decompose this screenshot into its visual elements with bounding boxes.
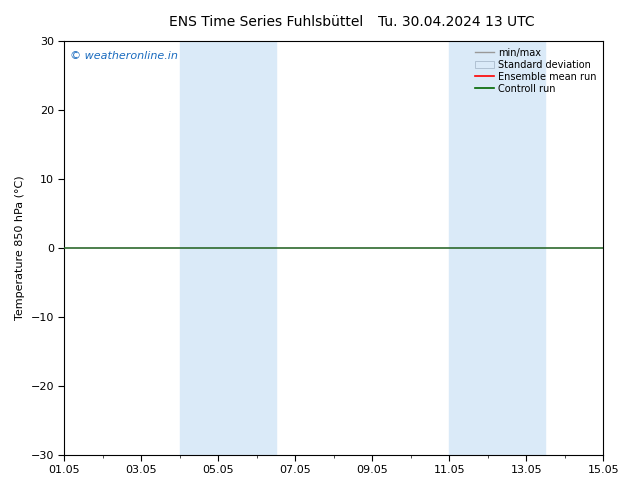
Bar xyxy=(180,41,276,455)
Y-axis label: Temperature 850 hPa (°C): Temperature 850 hPa (°C) xyxy=(15,175,25,320)
Text: © weatheronline.in: © weatheronline.in xyxy=(70,51,178,61)
Text: ENS Time Series Fuhlsbüttel: ENS Time Series Fuhlsbüttel xyxy=(169,15,363,29)
Bar xyxy=(450,41,545,455)
Text: Tu. 30.04.2024 13 UTC: Tu. 30.04.2024 13 UTC xyxy=(378,15,535,29)
Legend: min/max, Standard deviation, Ensemble mean run, Controll run: min/max, Standard deviation, Ensemble me… xyxy=(472,46,598,96)
